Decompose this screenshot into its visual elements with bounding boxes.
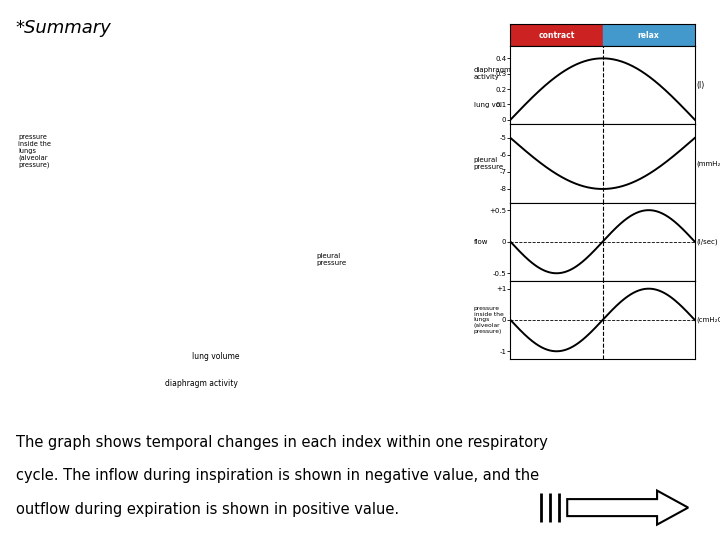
Bar xyxy=(510,24,603,46)
Text: pleural
pressure: pleural pressure xyxy=(474,157,504,170)
Text: The graph shows temporal changes in each index within one respiratory: The graph shows temporal changes in each… xyxy=(16,435,548,450)
Text: relax: relax xyxy=(638,31,660,39)
Text: diaphragm
activity: diaphragm activity xyxy=(474,67,511,80)
Text: (mmH₂O): (mmH₂O) xyxy=(696,160,720,167)
Text: lung volume: lung volume xyxy=(192,352,240,361)
Text: pressure
inside the
lungs
(alveolar
pressure): pressure inside the lungs (alveolar pres… xyxy=(474,306,503,334)
Text: pleural
pressure: pleural pressure xyxy=(317,253,347,266)
Text: *Summary: *Summary xyxy=(16,19,112,37)
Text: (cmH₂O): (cmH₂O) xyxy=(696,317,720,323)
Bar xyxy=(603,24,695,46)
Text: pressure
inside the
lungs
(alveolar
pressure): pressure inside the lungs (alveolar pres… xyxy=(18,134,51,168)
FancyArrow shape xyxy=(567,490,688,525)
Text: outflow during expiration is shown in positive value.: outflow during expiration is shown in po… xyxy=(16,502,399,517)
Text: lung vol: lung vol xyxy=(474,102,502,108)
Text: flow: flow xyxy=(474,239,488,245)
Text: diaphragm activity: diaphragm activity xyxy=(165,379,238,388)
Text: contract: contract xyxy=(539,31,575,39)
Text: (l/sec): (l/sec) xyxy=(696,239,718,245)
Text: (l): (l) xyxy=(696,80,704,90)
Text: cycle. The inflow during inspiration is shown in negative value, and the: cycle. The inflow during inspiration is … xyxy=(16,468,539,483)
